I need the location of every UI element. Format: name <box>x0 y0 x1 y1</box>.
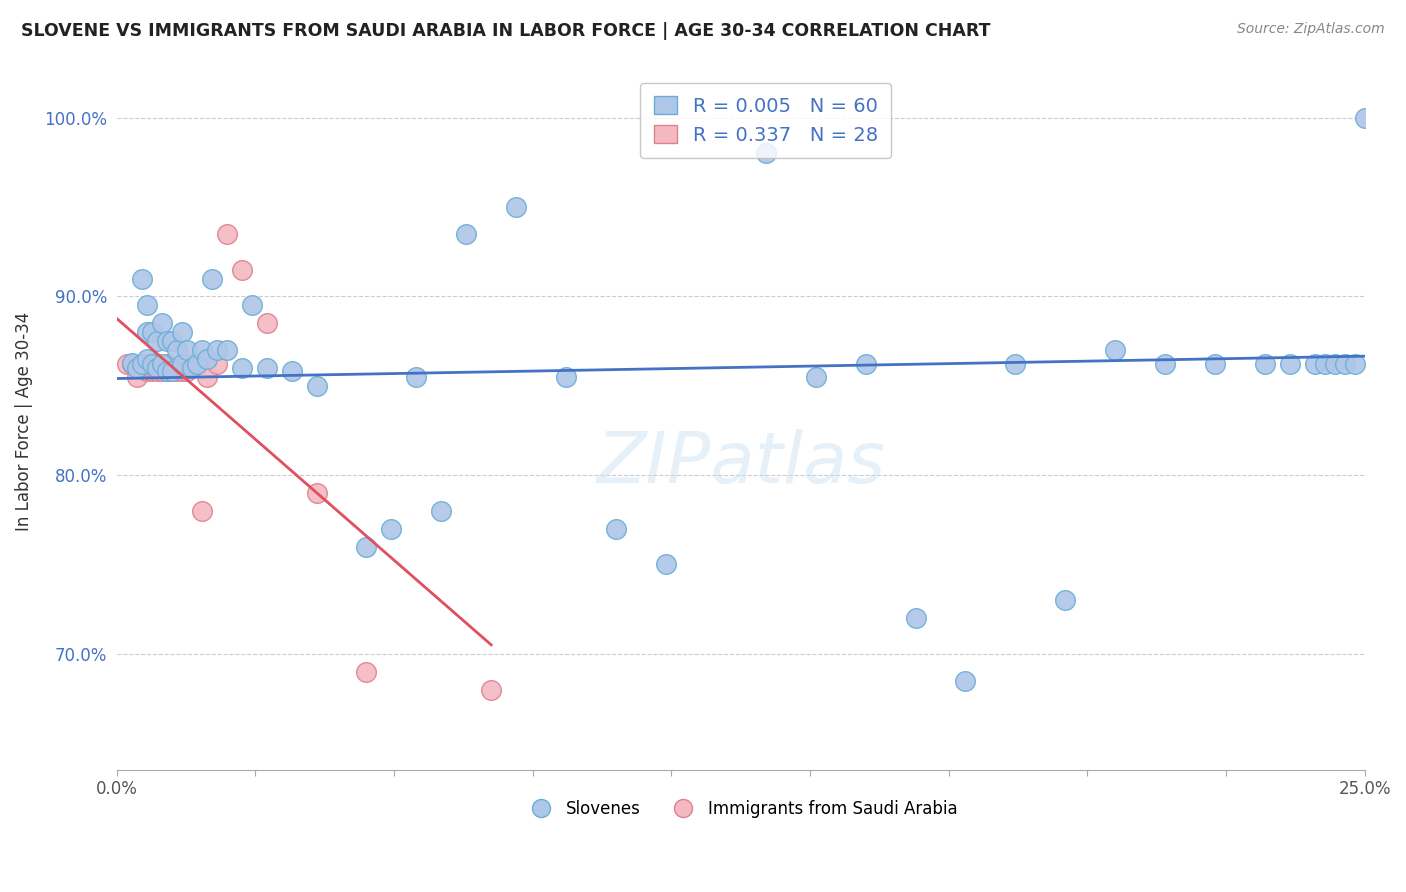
Point <box>176 343 198 357</box>
Point <box>150 364 173 378</box>
Point <box>356 665 378 679</box>
Point <box>150 316 173 330</box>
Point <box>205 343 228 357</box>
Point <box>280 364 302 378</box>
Point <box>904 611 927 625</box>
Point <box>1344 357 1367 371</box>
Point <box>135 364 157 378</box>
Point <box>256 316 278 330</box>
Point <box>215 227 238 241</box>
Point <box>141 360 163 375</box>
Point <box>150 357 173 371</box>
Point <box>156 364 179 378</box>
Point <box>125 369 148 384</box>
Point <box>131 357 153 371</box>
Point <box>141 364 163 378</box>
Point <box>201 271 224 285</box>
Point <box>1054 593 1077 607</box>
Point <box>186 357 208 371</box>
Point <box>166 343 188 357</box>
Point <box>141 357 163 371</box>
Point <box>605 522 627 536</box>
Point <box>1204 357 1226 371</box>
Point <box>190 343 212 357</box>
Point <box>1323 357 1346 371</box>
Point <box>170 357 193 371</box>
Point <box>166 364 188 378</box>
Point <box>1333 357 1355 371</box>
Point <box>135 325 157 339</box>
Point <box>356 540 378 554</box>
Point <box>156 357 179 371</box>
Point <box>1303 357 1326 371</box>
Point <box>655 558 678 572</box>
Point <box>430 504 453 518</box>
Point <box>145 360 167 375</box>
Point <box>156 334 179 348</box>
Point <box>180 360 202 375</box>
Point <box>156 364 179 378</box>
Point <box>231 262 253 277</box>
Point <box>160 334 183 348</box>
Point <box>215 343 238 357</box>
Point <box>145 357 167 371</box>
Point <box>1278 357 1301 371</box>
Point <box>176 364 198 378</box>
Point <box>131 271 153 285</box>
Text: Source: ZipAtlas.com: Source: ZipAtlas.com <box>1237 22 1385 37</box>
Point <box>256 360 278 375</box>
Point <box>141 325 163 339</box>
Point <box>855 357 877 371</box>
Point <box>479 682 502 697</box>
Point <box>305 378 328 392</box>
Point <box>121 357 143 371</box>
Point <box>1004 357 1026 371</box>
Point <box>180 357 202 371</box>
Point <box>125 360 148 375</box>
Point <box>135 357 157 371</box>
Point <box>804 369 827 384</box>
Point <box>1354 111 1376 125</box>
Point <box>305 486 328 500</box>
Point <box>405 369 427 384</box>
Point <box>505 200 527 214</box>
Point <box>555 369 578 384</box>
Point <box>121 355 143 369</box>
Point <box>231 360 253 375</box>
Point <box>135 351 157 366</box>
Point <box>195 351 218 366</box>
Point <box>456 227 478 241</box>
Point <box>135 298 157 312</box>
Point <box>1313 357 1336 371</box>
Text: ZIPatlas: ZIPatlas <box>596 429 886 498</box>
Point <box>131 357 153 371</box>
Point <box>145 334 167 348</box>
Point <box>115 357 138 371</box>
Y-axis label: In Labor Force | Age 30-34: In Labor Force | Age 30-34 <box>15 312 32 531</box>
Point <box>955 673 977 688</box>
Point <box>170 325 193 339</box>
Point <box>160 364 183 378</box>
Point <box>755 146 778 161</box>
Point <box>170 364 193 378</box>
Point <box>1254 357 1277 371</box>
Point <box>195 369 218 384</box>
Point <box>205 357 228 371</box>
Point <box>1104 343 1126 357</box>
Point <box>186 357 208 371</box>
Point <box>160 364 183 378</box>
Point <box>190 504 212 518</box>
Point <box>240 298 263 312</box>
Point <box>380 522 402 536</box>
Text: SLOVENE VS IMMIGRANTS FROM SAUDI ARABIA IN LABOR FORCE | AGE 30-34 CORRELATION C: SLOVENE VS IMMIGRANTS FROM SAUDI ARABIA … <box>21 22 991 40</box>
Point <box>145 364 167 378</box>
Legend: Slovenes, Immigrants from Saudi Arabia: Slovenes, Immigrants from Saudi Arabia <box>517 793 965 824</box>
Point <box>1154 357 1177 371</box>
